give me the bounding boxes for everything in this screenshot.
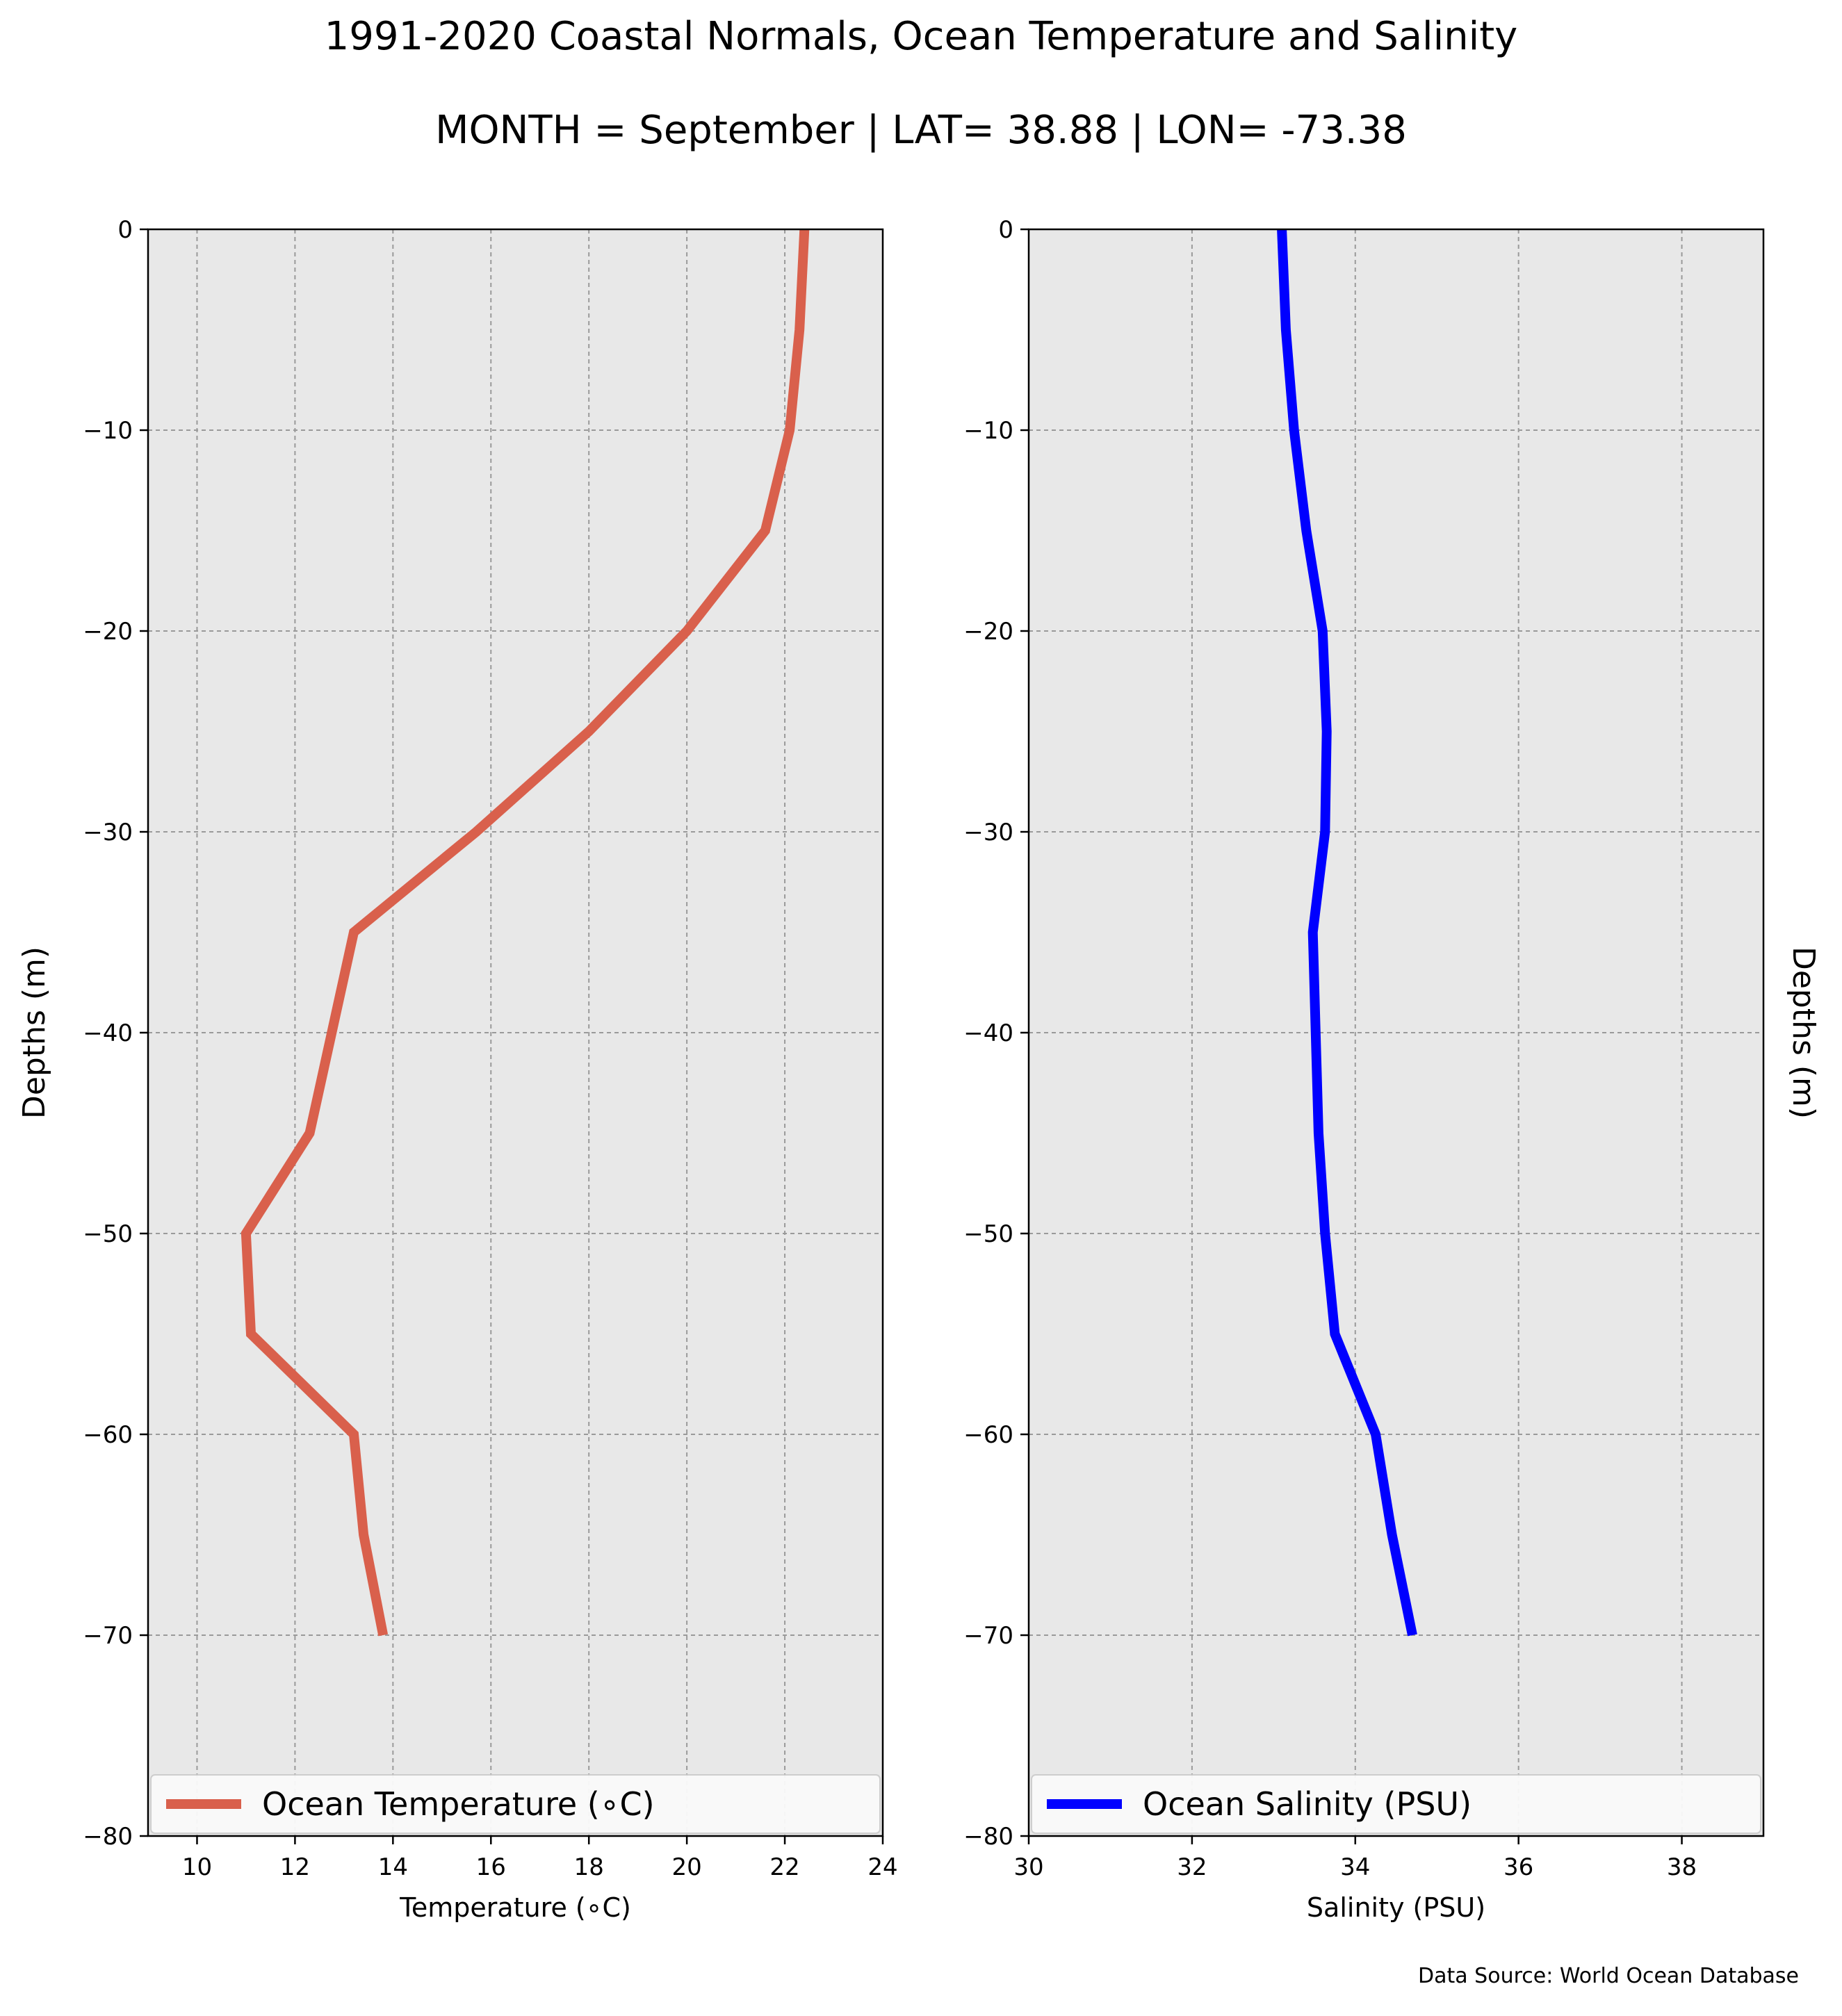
salinity-y-axis-label: Depths (m) xyxy=(1786,946,1821,1119)
temperature-y-tick-label: −80 xyxy=(83,1823,133,1851)
temperature-y-tick-label: −50 xyxy=(83,1220,133,1248)
temperature-y-tick-label: −40 xyxy=(83,1019,133,1047)
salinity-y-tick-label: −50 xyxy=(963,1220,1013,1248)
temperature-plot: 10 12 14 16 18 20 22 24 0 −10 −20 −30 −40 −50 −60 −70 −8… xyxy=(17,216,898,1923)
salinity-legend-box xyxy=(1031,1774,1761,1834)
salinity-y-tick-label: −60 xyxy=(963,1421,1013,1449)
temperature-x-tick-label: 12 xyxy=(280,1853,310,1881)
data-source-note: Data Source: World Ocean Database xyxy=(1418,1964,1799,1988)
chart-title: 1991-2020 Coastal Normals, Ocean Tempera… xyxy=(324,14,1518,59)
salinity-y-tick-label: −80 xyxy=(963,1823,1013,1851)
temperature-y-tick-label: −20 xyxy=(83,618,133,646)
salinity-x-tick-label: 36 xyxy=(1503,1853,1533,1881)
temperature-y-tick-label: 0 xyxy=(117,216,133,244)
salinity-series-line xyxy=(1277,229,1417,1637)
salinity-x-tick-label: 32 xyxy=(1177,1853,1207,1881)
temperature-y-tick-label: −10 xyxy=(83,417,133,445)
salinity-y-tick-label: −20 xyxy=(963,618,1013,646)
temperature-y-tick-label: −30 xyxy=(83,819,133,846)
salinity-x-tick-label: 38 xyxy=(1667,1853,1697,1881)
salinity-y-tick-label: −10 xyxy=(963,417,1013,445)
salinity-plot: 30 32 34 36 38 0 −10 −20 −30 −40 −50 −60 −70 −80 Salin… xyxy=(963,216,1821,1923)
salinity-legend-label: Ocean Salinity (PSU) xyxy=(1143,1785,1472,1823)
temperature-x-axis-label: Temperature (∘C) xyxy=(399,1892,631,1923)
salinity-x-tick-label: 30 xyxy=(1013,1853,1043,1881)
salinity-x-axis-label: Salinity (PSU) xyxy=(1307,1892,1485,1923)
temperature-x-tick-label: 24 xyxy=(867,1853,897,1881)
temperature-y-axis-label: Depths (m) xyxy=(17,946,52,1119)
temperature-y-tick-label: −70 xyxy=(83,1622,133,1650)
temperature-x-tick-label: 10 xyxy=(182,1853,212,1881)
temperature-series-line xyxy=(241,229,810,1637)
temperature-x-tick-label: 18 xyxy=(574,1853,604,1881)
chart-subtitle: MONTH = September | LAT= 38.88 | LON= -7… xyxy=(435,108,1407,153)
salinity-y-tick-label: −40 xyxy=(963,1019,1013,1047)
temperature-x-tick-label: 22 xyxy=(769,1853,799,1881)
salinity-x-tick-label: 34 xyxy=(1340,1853,1370,1881)
temperature-y-tick-label: −60 xyxy=(83,1421,133,1449)
salinity-y-tick-label: 0 xyxy=(998,216,1013,244)
salinity-y-tick-label: −30 xyxy=(963,819,1013,846)
temperature-legend-label: Ocean Temperature (∘C) xyxy=(262,1785,655,1823)
temperature-legend-box xyxy=(150,1774,881,1834)
temperature-x-tick-label: 16 xyxy=(476,1853,506,1881)
temperature-x-tick-label: 20 xyxy=(672,1853,702,1881)
temperature-x-tick-label: 14 xyxy=(378,1853,408,1881)
salinity-y-tick-label: −70 xyxy=(963,1622,1013,1650)
